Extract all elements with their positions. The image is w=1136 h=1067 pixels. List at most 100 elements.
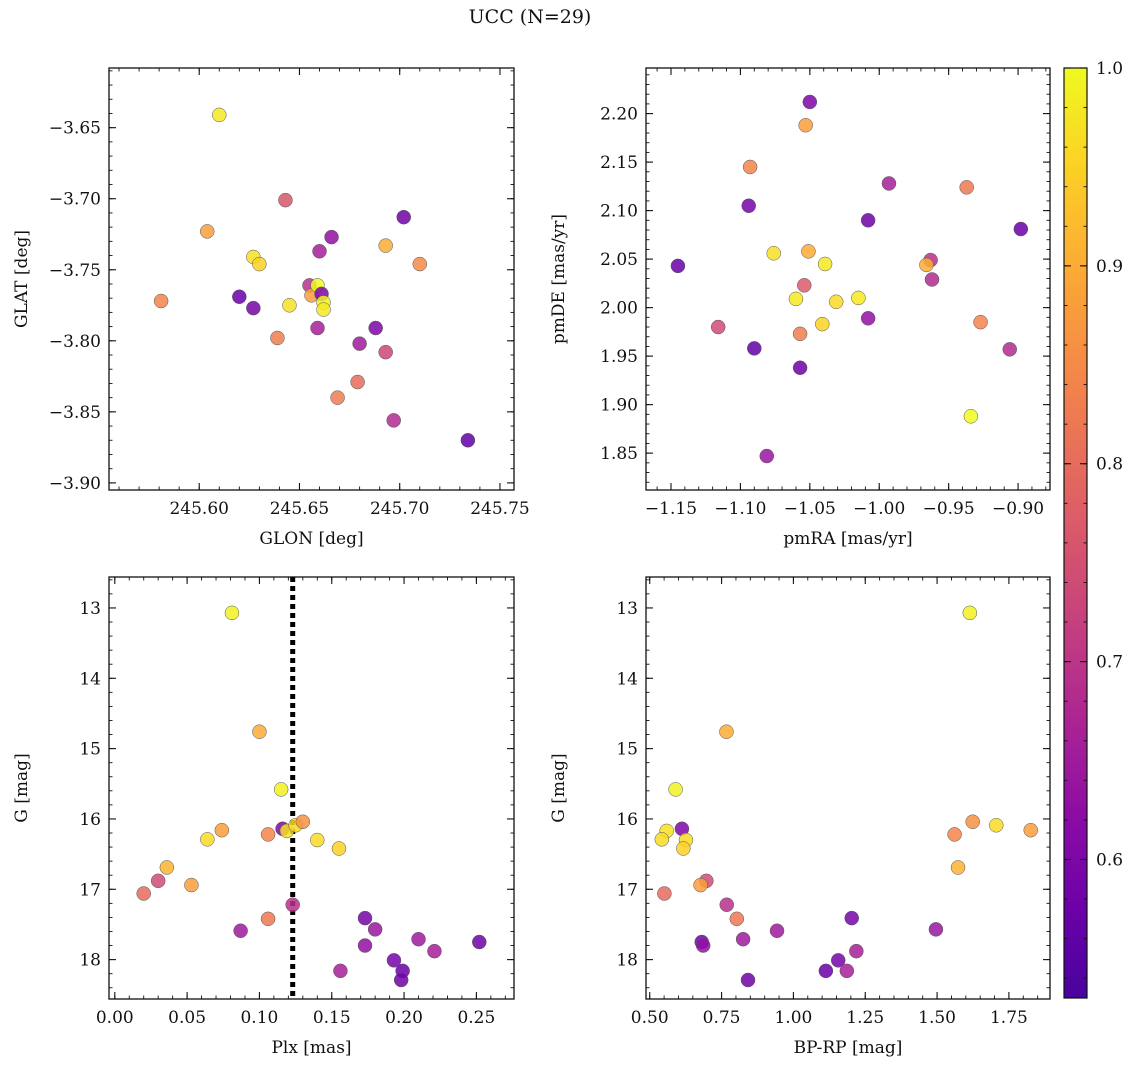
y-axis-label: pmDE [mas/yr] <box>549 214 569 344</box>
y-tick-label: 18 <box>616 951 638 971</box>
axes-frame <box>108 67 515 491</box>
scatter-point <box>769 923 785 939</box>
scatter-point <box>973 314 988 330</box>
scatter-point <box>295 814 311 830</box>
scatter-point <box>919 257 934 273</box>
x-tick-label: 0.00 <box>96 1008 134 1028</box>
y-tick-label: 1.90 <box>600 396 638 416</box>
scatter-point <box>959 180 974 195</box>
x-tick-label: 1.50 <box>918 1008 956 1028</box>
scatter-point <box>224 605 240 621</box>
scatter-point <box>212 107 227 123</box>
y-tick-label: 13 <box>616 599 638 619</box>
colorbar-tick-label: 0.7 <box>1096 653 1123 673</box>
scatter-point <box>844 910 859 926</box>
x-tick-label: −0.95 <box>923 499 975 519</box>
scatter-point <box>710 319 726 335</box>
scatter-point <box>817 256 833 272</box>
scatter-panel-cmd: 0.50 0.75 1.00 1.25 1.50 1.75 13 14 15 16 17 18 BP-R… <box>549 576 1051 1058</box>
x-tick-label: −1.00 <box>853 499 905 519</box>
figure-title: UCC (N=29) <box>468 6 592 28</box>
scatter-point <box>654 832 670 847</box>
scatter-point <box>729 911 745 927</box>
scatter-point <box>928 922 944 937</box>
y-tick-label: 1.95 <box>600 347 638 367</box>
scatter-panel-plx: 0.00 0.05 0.10 0.15 0.20 0.25 13 14 15 16 17 18 Plx … <box>12 576 515 1058</box>
scatter-point <box>788 291 804 307</box>
scatter-point <box>232 289 247 305</box>
y-axis-label: G [mag] <box>12 753 32 822</box>
x-tick-label: −1.15 <box>645 499 697 519</box>
scatter-point <box>860 213 876 228</box>
x-tick-label: 0.50 <box>631 1008 669 1028</box>
scatter-point <box>881 176 897 191</box>
y-tick-label: 2.15 <box>600 153 638 173</box>
scatter-point <box>719 897 734 913</box>
y-tick-label: 2.05 <box>600 250 638 270</box>
y-tick-label: 17 <box>79 880 101 900</box>
x-tick-label: 1.25 <box>846 1008 884 1028</box>
scatter-point <box>153 293 169 309</box>
scatter-point <box>965 814 980 830</box>
scatter-point <box>657 886 672 901</box>
colorbar-tick-label: 0.8 <box>1096 455 1123 475</box>
scatter-point <box>330 390 345 405</box>
scatter-point <box>352 336 367 351</box>
scatter-point <box>695 938 711 953</box>
scatter-point <box>1002 342 1017 357</box>
x-axis-label: GLON [deg] <box>259 529 363 549</box>
x-tick-label: 0.15 <box>313 1008 351 1028</box>
x-axis-label: pmRA [mas/yr] <box>783 529 912 549</box>
scatter-point <box>233 923 248 939</box>
x-tick-label: 0.10 <box>240 1008 278 1028</box>
scatter-point <box>159 860 175 875</box>
scatter-point <box>386 413 401 428</box>
y-axis-label: G [mag] <box>549 753 569 822</box>
scatter-point <box>310 832 325 848</box>
colorbar: 0.6 0.7 0.8 0.9 1.0 <box>1063 59 1123 999</box>
scatter-point <box>393 972 409 988</box>
scatter-point <box>766 246 781 261</box>
scatter-point <box>676 841 691 856</box>
scatter-panel-pm: −1.15 −1.10 −1.05 −1.00 −0.95 −0.90 1.85 1.90 1.… <box>549 67 1051 549</box>
scatter-point <box>368 320 383 336</box>
scatter-point <box>324 229 339 245</box>
y-tick-label: 2.00 <box>600 299 638 319</box>
y-tick-label: 15 <box>79 740 101 760</box>
scatter-point <box>331 841 347 856</box>
scatter-point <box>798 117 813 133</box>
scatter-point <box>797 278 812 293</box>
scatter-point <box>412 256 428 272</box>
scatter-point <box>839 963 855 979</box>
axes-frame <box>645 67 1051 491</box>
x-tick-label: 0.75 <box>703 1008 741 1028</box>
colorbar-tick-label: 0.9 <box>1096 257 1123 277</box>
scatter-point <box>350 374 365 390</box>
scatter-point <box>312 244 327 259</box>
y-tick-label: −3.85 <box>49 403 101 423</box>
scatter-point <box>1013 221 1029 237</box>
scatter-point <box>270 330 285 346</box>
y-tick-label: 16 <box>616 810 638 830</box>
scatter-point <box>310 320 325 336</box>
scatter-point <box>411 931 426 947</box>
colorbar-gradient <box>1063 67 1088 999</box>
scatter-point <box>849 943 864 959</box>
scatter-point <box>150 873 166 889</box>
y-tick-label: 18 <box>79 951 101 971</box>
axes-frame <box>108 576 515 1000</box>
y-tick-label: 16 <box>79 810 101 830</box>
scatter-point <box>273 782 289 797</box>
scatter-point <box>357 938 373 953</box>
x-tick-label: −1.10 <box>714 499 766 519</box>
scatter-point <box>851 290 866 306</box>
scatter-point <box>818 963 834 979</box>
scatter-point <box>740 972 756 988</box>
scatter-point <box>252 724 267 739</box>
scatter-point <box>830 953 846 968</box>
y-tick-label: −3.70 <box>49 190 101 210</box>
scatter-point <box>333 963 348 979</box>
x-tick-label: 1.00 <box>774 1008 812 1028</box>
scatter-point <box>260 827 276 842</box>
scatter-point <box>200 832 215 847</box>
